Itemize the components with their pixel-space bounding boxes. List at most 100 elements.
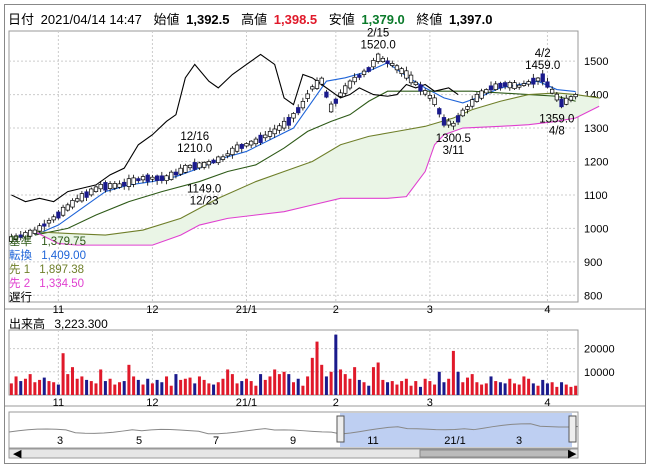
volume-bar — [259, 374, 263, 395]
candle-body — [42, 223, 47, 227]
volume-bar — [188, 377, 192, 395]
candle-body — [70, 200, 75, 208]
price-y-tick: 1000 — [584, 223, 608, 235]
annotation-text: 4/8 — [549, 125, 565, 137]
volume-bar — [545, 383, 549, 395]
navigator-right-handle — [568, 415, 577, 443]
volume-bar — [550, 382, 554, 395]
legend-chikou: 遅行 — [9, 289, 32, 305]
candle-body — [343, 85, 348, 94]
candle-body — [23, 232, 28, 238]
candle-body — [418, 84, 423, 92]
candle-body — [470, 99, 475, 107]
volume-bar — [555, 386, 559, 395]
candle-body — [187, 164, 193, 169]
candle-body — [65, 204, 70, 211]
candle-body — [437, 108, 442, 115]
volume-bar — [108, 378, 112, 395]
low-label: 安値 — [328, 12, 355, 27]
volume-bar — [480, 384, 484, 395]
price-y-tick: 1100 — [584, 190, 608, 202]
candle-body — [300, 100, 306, 109]
annotation-text: 3/11 — [443, 145, 465, 157]
volume-bar — [522, 376, 526, 395]
annotation-text: 2/15 — [367, 27, 389, 39]
candle-body — [159, 175, 164, 181]
volume-bar — [569, 386, 573, 395]
volume-bar — [207, 383, 211, 395]
candle-body — [568, 96, 574, 101]
volume-bar — [390, 381, 394, 395]
candle-body — [296, 107, 301, 114]
volume-x-tick: 4 — [544, 397, 550, 409]
candle-body — [60, 206, 66, 216]
volume-bar — [273, 369, 277, 395]
scroll-right-arrow-icon: ▶ — [568, 448, 577, 460]
volume-bar — [169, 385, 173, 395]
navigator-scrollbar — [8, 448, 579, 459]
volume-x-tick: 3 — [427, 397, 433, 409]
volume-bar — [329, 371, 333, 395]
candle-body — [244, 143, 249, 147]
candle-body — [79, 193, 85, 202]
navigator-tick: 7 — [213, 435, 219, 447]
close-value: 1,397.0 — [449, 12, 493, 27]
price-panel — [8, 30, 579, 303]
volume-bar — [357, 379, 361, 395]
volume-bar — [461, 382, 465, 395]
volume-label-value: 3,223.300 — [54, 317, 108, 331]
candle-body — [319, 77, 324, 85]
candle-body — [107, 183, 113, 189]
volume-bar — [296, 378, 300, 395]
volume-bar — [42, 377, 46, 395]
price-x-tick: 12 — [146, 304, 158, 316]
volume-bar — [155, 379, 159, 395]
candle-body — [103, 182, 108, 191]
candle-body — [136, 178, 141, 182]
candle-body — [474, 93, 480, 102]
candle-body — [216, 156, 221, 164]
legend-senkou1: 先 1 1,897.38 — [9, 261, 84, 277]
volume-bar — [494, 381, 498, 395]
candle-body — [404, 70, 409, 79]
candle-body — [211, 159, 216, 164]
candle-body — [338, 92, 343, 97]
volume-bar — [465, 377, 469, 395]
volume-bar — [216, 382, 220, 395]
candle-body — [394, 65, 400, 71]
volume-bar — [320, 364, 324, 395]
candle-body — [399, 68, 404, 74]
open-value: 1,392.5 — [186, 12, 230, 27]
close-label: 終値 — [416, 12, 443, 27]
legend-chikou-label: 遅行 — [9, 292, 32, 304]
volume-bar — [23, 378, 27, 395]
kumo-cloud — [34, 92, 600, 246]
legend-senkou2: 先 2 1,334.50 — [9, 275, 84, 291]
candle-body — [549, 88, 555, 94]
scroll-left-arrow-icon: ◀ — [13, 448, 22, 460]
volume-bar — [428, 381, 432, 395]
volume-label-text: 出来高 — [9, 317, 46, 331]
price-annotation: 1359.04/8 — [539, 113, 574, 137]
volume-bar — [527, 378, 531, 395]
volume-bar — [371, 367, 375, 395]
volume-bar — [508, 378, 512, 395]
volume-bar — [150, 383, 154, 395]
volume-bar — [28, 374, 32, 395]
volume-bar — [339, 369, 343, 395]
price-y-tick: 1300 — [584, 123, 608, 135]
volume-bar — [268, 376, 272, 395]
candle-body — [423, 90, 428, 95]
candle-body — [451, 122, 456, 127]
candle-body — [559, 98, 564, 108]
volume-bar — [132, 376, 136, 395]
navigator-selection — [340, 413, 572, 447]
candle-body — [573, 94, 578, 98]
price-annotation: 1300.53/11 — [436, 133, 471, 157]
volume-bar — [193, 383, 197, 395]
annotation-text: 4/2 — [535, 48, 551, 60]
volume-bar — [475, 382, 479, 395]
volume-bar — [498, 382, 502, 395]
candle-body — [347, 80, 353, 89]
